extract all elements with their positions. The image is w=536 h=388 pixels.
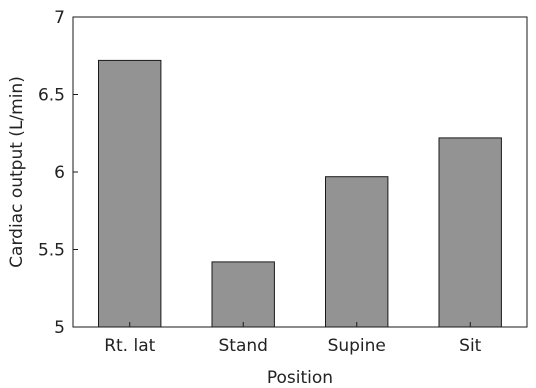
y-tick-label: 5.5 <box>38 241 65 261</box>
x-tick-label: Rt. lat <box>104 336 155 356</box>
y-axis-label: Cardiac output (L/min) <box>7 76 27 268</box>
bar-rt-lat <box>98 59 162 328</box>
y-axis-ticks: 5 5.5 6 6.5 7 <box>38 8 78 338</box>
bar-sit <box>438 137 502 328</box>
y-tick-label: 7 <box>54 8 65 28</box>
y-tick-label: 6.5 <box>38 86 65 106</box>
bar-stand <box>211 261 275 328</box>
y-tick-label: 5 <box>54 318 65 338</box>
x-tick-label: Sit <box>459 336 482 356</box>
x-axis-label: Position <box>267 368 333 388</box>
bar-supine <box>325 176 389 328</box>
y-tick-label: 6 <box>54 163 65 183</box>
bar-series <box>98 59 502 328</box>
x-axis-ticks: Rt. lat Stand Supine Sit <box>104 322 482 356</box>
x-tick-label: Stand <box>219 336 268 356</box>
x-tick-label: Supine <box>328 336 386 356</box>
